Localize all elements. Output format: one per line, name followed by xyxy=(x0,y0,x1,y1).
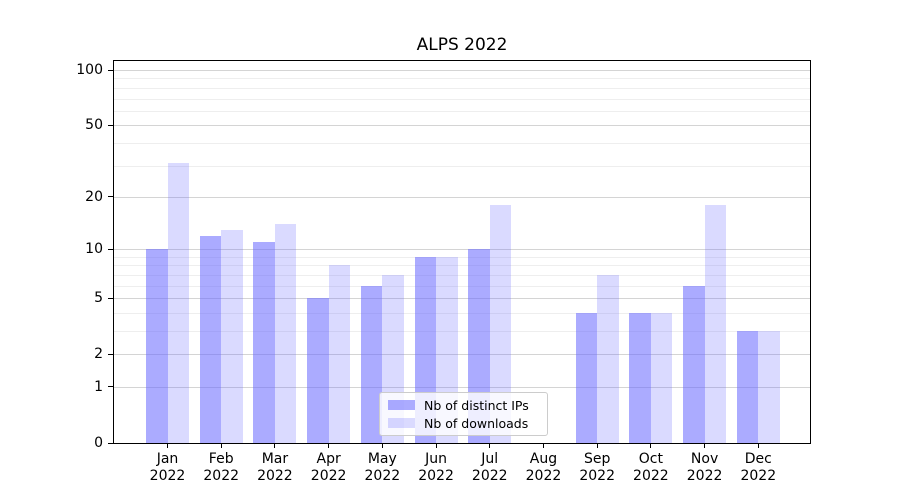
bar-downloads-sep xyxy=(597,274,619,443)
x-tick-nov xyxy=(704,443,706,448)
bar-distinct-ips-may xyxy=(360,285,383,443)
x-tick-label-feb: Feb 2022 xyxy=(203,451,240,484)
bar-distinct-ips-dec xyxy=(736,330,759,443)
legend-label-downloads: Nb of downloads xyxy=(424,415,529,431)
y-tick-label-20: 20 xyxy=(85,188,103,205)
bar-distinct-ips-mar xyxy=(253,242,275,443)
x-tick-label-jan: Jan 2022 xyxy=(149,451,186,484)
x-tick-label-nov: Nov 2022 xyxy=(686,451,723,484)
x-tick-label-oct: Oct 2022 xyxy=(633,451,669,484)
bar-distinct-ips-oct xyxy=(629,312,651,443)
gridline-minor-30 xyxy=(114,165,810,167)
bar-downloads-jul xyxy=(489,205,512,443)
y-tick-10 xyxy=(108,248,113,250)
y-tick-2 xyxy=(108,353,113,355)
bar-distinct-ips-feb xyxy=(199,235,222,443)
gridline-minor-3 xyxy=(114,330,810,332)
gridline-major-1 xyxy=(114,386,810,388)
legend-swatch-distinct-ips xyxy=(388,400,415,410)
y-tick-1 xyxy=(108,386,113,388)
x-tick-sep xyxy=(596,443,598,448)
gridline-minor-9 xyxy=(114,256,810,258)
x-tick-label-jul: Jul 2022 xyxy=(471,451,508,484)
gridline-major-50 xyxy=(114,125,810,127)
x-tick-apr xyxy=(328,443,330,448)
legend: Nb of distinct IPs Nb of downloads xyxy=(379,392,548,436)
gridline-minor-6 xyxy=(114,285,810,287)
chart-title: ALPS 2022 xyxy=(416,35,508,55)
y-tick-label-2: 2 xyxy=(94,346,103,363)
x-tick-label-sep: Sep 2022 xyxy=(579,451,615,484)
plot-area: Nb of distinct IPs Nb of downloads xyxy=(113,60,811,444)
x-tick-feb xyxy=(220,443,222,448)
y-tick-0 xyxy=(108,442,113,444)
bar-downloads-feb xyxy=(221,229,243,443)
gridline-minor-4 xyxy=(114,312,810,314)
gridline-minor-8 xyxy=(114,265,810,267)
bar-downloads-mar xyxy=(274,224,297,443)
y-tick-50 xyxy=(108,124,113,126)
x-tick-dec xyxy=(757,443,759,448)
y-tick-label-50: 50 xyxy=(85,117,103,134)
bar-downloads-nov xyxy=(704,205,727,443)
y-tick-label-100: 100 xyxy=(76,62,103,79)
x-tick-label-apr: Apr 2022 xyxy=(310,451,347,484)
bar-downloads-dec xyxy=(758,330,780,443)
bar-distinct-ips-apr xyxy=(307,298,329,443)
bar-distinct-ips-nov xyxy=(683,285,705,443)
gridline-major-100 xyxy=(114,70,810,72)
x-tick-jul xyxy=(489,443,491,448)
x-tick-oct xyxy=(650,443,652,448)
gridline-major-10 xyxy=(114,249,810,251)
y-tick-100 xyxy=(108,69,113,71)
y-tick-label-5: 5 xyxy=(94,290,103,307)
y-tick-label-1: 1 xyxy=(94,378,103,395)
x-tick-label-aug: Aug 2022 xyxy=(525,451,562,484)
legend-item: Nb of downloads xyxy=(388,416,539,431)
bar-downloads-apr xyxy=(328,265,351,443)
gridline-minor-80 xyxy=(114,87,810,89)
x-tick-label-mar: Mar 2022 xyxy=(257,451,293,484)
x-tick-may xyxy=(381,443,383,448)
gridline-minor-7 xyxy=(114,274,810,276)
gridline-major-2 xyxy=(114,354,810,356)
x-tick-label-may: May 2022 xyxy=(364,451,401,484)
x-tick-label-jun: Jun 2022 xyxy=(418,451,454,484)
bar-downloads-oct xyxy=(650,312,673,443)
gridline-major-5 xyxy=(114,298,810,300)
legend-swatch-downloads xyxy=(388,418,415,428)
x-tick-label-dec: Dec 2022 xyxy=(740,451,777,484)
bar-distinct-ips-sep xyxy=(575,312,598,443)
y-tick-label-0: 0 xyxy=(94,435,103,451)
gridline-minor-70 xyxy=(114,98,810,100)
bar-distinct-ips-jan xyxy=(146,249,168,443)
gridline-minor-40 xyxy=(114,142,810,144)
gridline-minor-90 xyxy=(114,78,810,80)
bar-downloads-jan xyxy=(167,162,189,443)
legend-item: Nb of distinct IPs xyxy=(388,398,539,413)
gridline-major-20 xyxy=(114,196,810,198)
x-tick-jun xyxy=(435,443,437,448)
gridline-minor-60 xyxy=(114,110,810,112)
x-tick-mar xyxy=(274,443,276,448)
y-tick-5 xyxy=(108,297,113,299)
y-tick-20 xyxy=(108,196,113,198)
x-tick-aug xyxy=(542,443,544,448)
y-tick-label-10: 10 xyxy=(85,241,103,258)
legend-label-distinct-ips: Nb of distinct IPs xyxy=(424,397,529,413)
x-tick-jan xyxy=(167,443,168,448)
